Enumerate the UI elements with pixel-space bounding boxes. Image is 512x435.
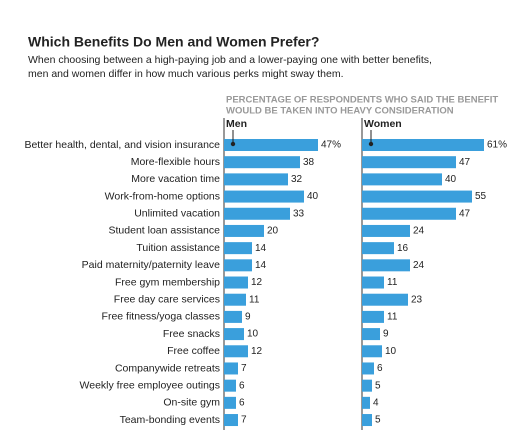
value-label: 4 (373, 397, 379, 408)
category-label: Free snacks (163, 328, 220, 340)
category-label: Free fitness/yoga classes (102, 311, 220, 323)
category-label: Team-bonding events (120, 414, 220, 426)
category-label: More-flexible hours (131, 156, 220, 168)
value-label: 12 (251, 277, 263, 288)
category-label: More vacation time (131, 173, 220, 185)
value-label: 7 (241, 363, 247, 374)
value-label: 40 (445, 174, 457, 185)
bar (224, 139, 318, 151)
chart-title: Which Benefits Do Men and Women Prefer? (28, 34, 319, 50)
bar (224, 293, 246, 306)
bar (362, 293, 408, 306)
value-label: 6 (239, 397, 245, 408)
value-label: 10 (247, 329, 259, 340)
category-label: Better health, dental, and vision insura… (24, 139, 220, 151)
value-label: 40 (307, 191, 319, 202)
value-label: 6 (377, 363, 383, 374)
bar (224, 379, 236, 392)
bar (362, 345, 382, 358)
category-label: Work-from-home options (105, 190, 220, 202)
value-label: 14 (255, 243, 267, 254)
value-label: 11 (249, 294, 260, 305)
value-label: 7 (241, 415, 247, 426)
bar (224, 207, 290, 220)
value-label: 6 (239, 380, 245, 391)
bar (224, 173, 288, 186)
value-label: 38 (303, 157, 315, 168)
bar (362, 259, 410, 272)
category-label: Companywide retreats (115, 362, 220, 374)
value-label: 9 (245, 312, 251, 323)
value-label: 47 (459, 157, 471, 168)
category-label: On-site gym (163, 397, 220, 409)
value-label: 11 (387, 312, 398, 323)
bar (362, 379, 372, 392)
value-label: 20 (267, 226, 279, 237)
subtitle: When choosing between a high-paying job … (28, 54, 432, 66)
value-label: 47 (459, 208, 471, 219)
category-label: Free day care services (114, 293, 220, 305)
value-label: 16 (397, 243, 409, 254)
bar (362, 396, 370, 409)
bar (224, 259, 252, 272)
bar (224, 276, 248, 289)
value-label: 9 (383, 329, 389, 340)
bar (362, 362, 374, 375)
bar (362, 224, 410, 237)
bar (362, 276, 384, 289)
bar (224, 224, 264, 237)
bar (224, 310, 242, 323)
value-label: 14 (255, 260, 267, 271)
legend-label: Women (364, 118, 402, 130)
subtitle: men and women differ in how much various… (28, 68, 344, 80)
category-label: Weekly free employee outings (80, 379, 220, 391)
value-label: 32 (291, 174, 303, 185)
category-label: Tuition assistance (136, 242, 220, 254)
bar (362, 207, 456, 220)
value-label: 23 (411, 294, 423, 305)
bar (362, 310, 384, 323)
bar (362, 190, 472, 203)
value-label: 5 (375, 415, 381, 426)
bar (224, 328, 244, 341)
marker-dot (368, 141, 374, 147)
value-label: 10 (385, 346, 397, 357)
bar (362, 156, 456, 169)
value-label: 5 (375, 380, 381, 391)
category-label: Paid maternity/paternity leave (82, 259, 220, 271)
category-label: Free coffee (167, 345, 220, 357)
bar (362, 139, 484, 151)
bar (224, 345, 248, 358)
bar (362, 242, 394, 255)
value-label: 47% (321, 140, 341, 151)
category-label: Unlimited vacation (134, 208, 220, 220)
axis-title: PERCENTAGE OF RESPONDENTS WHO SAID THE B… (226, 95, 498, 106)
value-label: 61% (487, 140, 507, 151)
value-label: 12 (251, 346, 263, 357)
marker-dot (230, 141, 236, 147)
bar (362, 328, 380, 341)
value-label: 24 (413, 260, 425, 271)
category-label: Free gym membership (115, 276, 220, 288)
bar (224, 242, 252, 255)
axis-title: WOULD BE TAKEN INTO HEAVY CONSIDERATION (226, 106, 454, 117)
bar (362, 173, 442, 186)
bar (224, 396, 236, 409)
category-label: Student loan assistance (109, 225, 221, 237)
bar (362, 414, 372, 427)
legend-label: Men (226, 118, 247, 130)
bar (224, 414, 238, 427)
value-label: 11 (387, 277, 398, 288)
bar (224, 156, 300, 169)
value-label: 24 (413, 226, 425, 237)
value-label: 33 (293, 208, 305, 219)
value-label: 55 (475, 191, 487, 202)
bar (224, 190, 304, 203)
bar (224, 362, 238, 375)
